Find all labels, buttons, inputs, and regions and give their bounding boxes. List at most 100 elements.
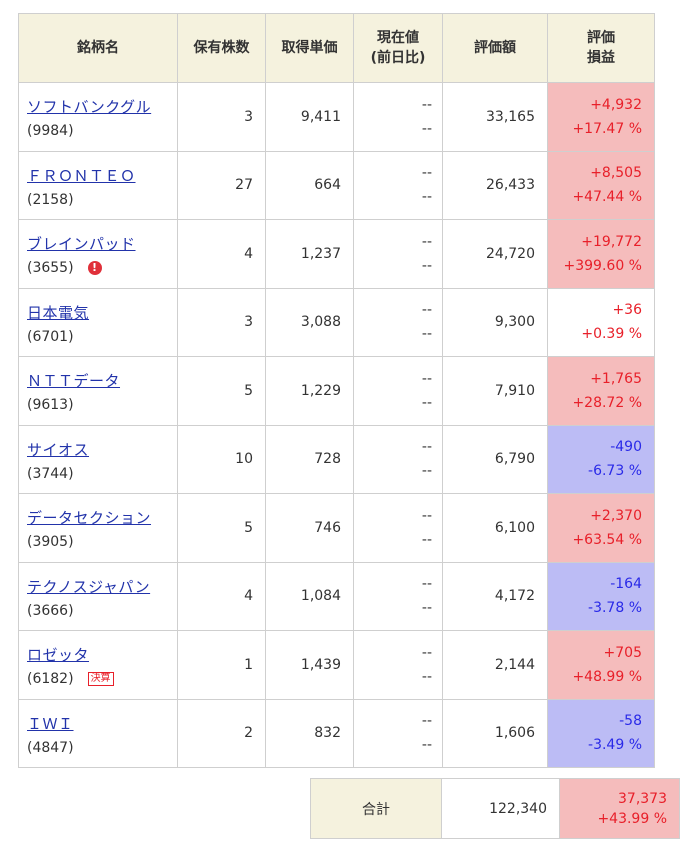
value-cell: 7,910 — [442, 356, 548, 426]
stock-code-line: (3666) — [27, 603, 177, 619]
qty-cell: 5 — [177, 493, 266, 563]
header-pl-label-1: 評価 — [587, 30, 615, 46]
stock-name-link[interactable]: ソフトバンクグル — [27, 98, 152, 117]
stock-code-line: (3744) — [27, 466, 177, 482]
pl-cell: -490 -6.73 % — [547, 424, 655, 494]
table-header-row: 銘柄名 保有株数 取得単価 現在値 (前日比) 評価額 評価 損益 — [18, 13, 655, 83]
day-change: -- — [421, 531, 432, 548]
qty-cell: 4 — [177, 219, 266, 289]
stock-name-link[interactable]: サイオス — [27, 440, 90, 459]
pl-cell: +19,772 +399.60 % — [547, 219, 655, 289]
total-pl-amount: 37,373 — [618, 790, 667, 807]
header-pl-label-2: 損益 — [587, 50, 615, 66]
current-price-cell: -- -- — [353, 698, 443, 768]
total-label: 合計 — [310, 778, 442, 839]
total-value: 122,340 — [441, 778, 560, 839]
current-price: -- — [421, 713, 432, 730]
total-pl-percent: +43.99 % — [597, 810, 667, 827]
header-change-label: (前日比) — [370, 50, 426, 66]
current-price: -- — [421, 644, 432, 661]
value-cell: 6,100 — [442, 493, 548, 563]
cost-cell: 1,229 — [265, 356, 354, 426]
table-row: ロゼッタ (6182) 決算 1 1,439 -- -- 2,144 +705 +… — [18, 630, 655, 700]
pl-amount: +8,505 — [590, 165, 642, 182]
header-name: 銘柄名 — [18, 13, 178, 83]
qty-cell: 4 — [177, 561, 266, 631]
value-cell: 1,606 — [442, 698, 548, 768]
stock-code: (6182) — [27, 671, 74, 688]
table-row: 日本電気 (6701) 3 3,088 -- -- 9,300 +36 +0.3… — [18, 287, 655, 357]
day-change: -- — [421, 120, 432, 137]
stock-name-link[interactable]: データセクション — [27, 509, 152, 528]
table-row: ＩＷＩ (4847) 2 832 -- -- 1,606 -58 -3.49 % — [18, 698, 655, 768]
value-cell: 6,790 — [442, 424, 548, 494]
stock-code: (2158) — [27, 191, 74, 208]
header-cost-label: 取得単価 — [281, 40, 338, 56]
stock-code: (3666) — [27, 602, 74, 619]
cost-cell: 1,237 — [265, 219, 354, 289]
stock-name-link[interactable]: 日本電気 — [27, 303, 90, 322]
current-price: -- — [421, 165, 432, 182]
stock-name-link[interactable]: ＦＲＯＮＴＥＯ — [27, 166, 136, 185]
current-price-cell: -- -- — [353, 356, 443, 426]
pl-amount: +2,370 — [590, 507, 642, 524]
stock-name-link[interactable]: ＩＷＩ — [27, 714, 74, 733]
stock-code-line: (3655)! — [27, 260, 177, 276]
pl-amount: +4,932 — [590, 96, 642, 113]
header-pl: 評価 損益 — [547, 13, 655, 83]
stock-name-link[interactable]: ロゼッタ — [27, 646, 90, 665]
cost-cell: 1,084 — [265, 561, 354, 631]
pl-amount: -490 — [610, 439, 642, 456]
stock-code: (9984) — [27, 123, 74, 140]
current-price-cell: -- -- — [353, 630, 443, 700]
cost-cell: 1,439 — [265, 630, 354, 700]
table-row: テクノスジャパン (3666) 4 1,084 -- -- 4,172 -164… — [18, 561, 655, 631]
pl-percent: +47.44 % — [572, 189, 642, 206]
stock-name-cell: ＮＴＴデータ (9613) — [18, 356, 178, 426]
table-row: ＦＲＯＮＴＥＯ (2158) 27 664 -- -- 26,433 +8,50… — [18, 150, 655, 220]
qty-cell: 5 — [177, 356, 266, 426]
header-qty: 保有株数 — [177, 13, 266, 83]
value-cell: 2,144 — [442, 630, 548, 700]
holdings-body: ソフトバンクグル (9984) 3 9,411 -- -- 33,165 +4,… — [18, 82, 655, 768]
day-change: -- — [421, 737, 432, 754]
cost-cell: 664 — [265, 150, 354, 220]
pl-percent: +28.72 % — [572, 394, 642, 411]
header-current-label: 現在値 — [377, 30, 419, 46]
qty-cell: 3 — [177, 82, 266, 152]
pl-cell: +36 +0.39 % — [547, 287, 655, 357]
total-row: 合計 122,340 37,373 +43.99 % — [310, 778, 680, 839]
header-value-label: 評価額 — [474, 40, 516, 56]
stock-name-cell: ＦＲＯＮＴＥＯ (2158) — [18, 150, 178, 220]
stock-code-line: (6701) — [27, 329, 177, 345]
stock-code-line: (2158) — [27, 192, 177, 208]
pl-percent: +63.54 % — [572, 531, 642, 548]
day-change: -- — [421, 326, 432, 343]
pl-amount: +36 — [612, 302, 642, 319]
pl-cell: +1,765 +28.72 % — [547, 356, 655, 426]
current-price: -- — [421, 302, 432, 319]
alert-icon[interactable]: ! — [87, 261, 102, 276]
stock-name-cell: ソフトバンクグル (9984) — [18, 82, 178, 152]
cost-cell: 832 — [265, 698, 354, 768]
stock-name-link[interactable]: ＮＴＴデータ — [27, 372, 121, 391]
day-change: -- — [421, 189, 432, 206]
qty-cell: 2 — [177, 698, 266, 768]
current-price-cell: -- -- — [353, 424, 443, 494]
table-row: サイオス (3744) 10 728 -- -- 6,790 -490 -6.7… — [18, 424, 655, 494]
header-current: 現在値 (前日比) — [353, 13, 443, 83]
pl-percent: +0.39 % — [581, 326, 642, 343]
pl-cell: +705 +48.99 % — [547, 630, 655, 700]
current-price-cell: -- -- — [353, 219, 443, 289]
stock-name-link[interactable]: テクノスジャパン — [27, 577, 151, 596]
current-price-cell: -- -- — [353, 82, 443, 152]
stock-name-cell: ブレインパッド (3655)! — [18, 219, 178, 289]
table-row: データセクション (3905) 5 746 -- -- 6,100 +2,370… — [18, 493, 655, 563]
day-change: -- — [421, 257, 432, 274]
pl-amount: +19,772 — [581, 233, 642, 250]
stock-name-cell: サイオス (3744) — [18, 424, 178, 494]
current-price: -- — [421, 439, 432, 456]
stock-name-link[interactable]: ブレインパッド — [27, 235, 136, 254]
stock-code-line: (9613) — [27, 397, 177, 413]
